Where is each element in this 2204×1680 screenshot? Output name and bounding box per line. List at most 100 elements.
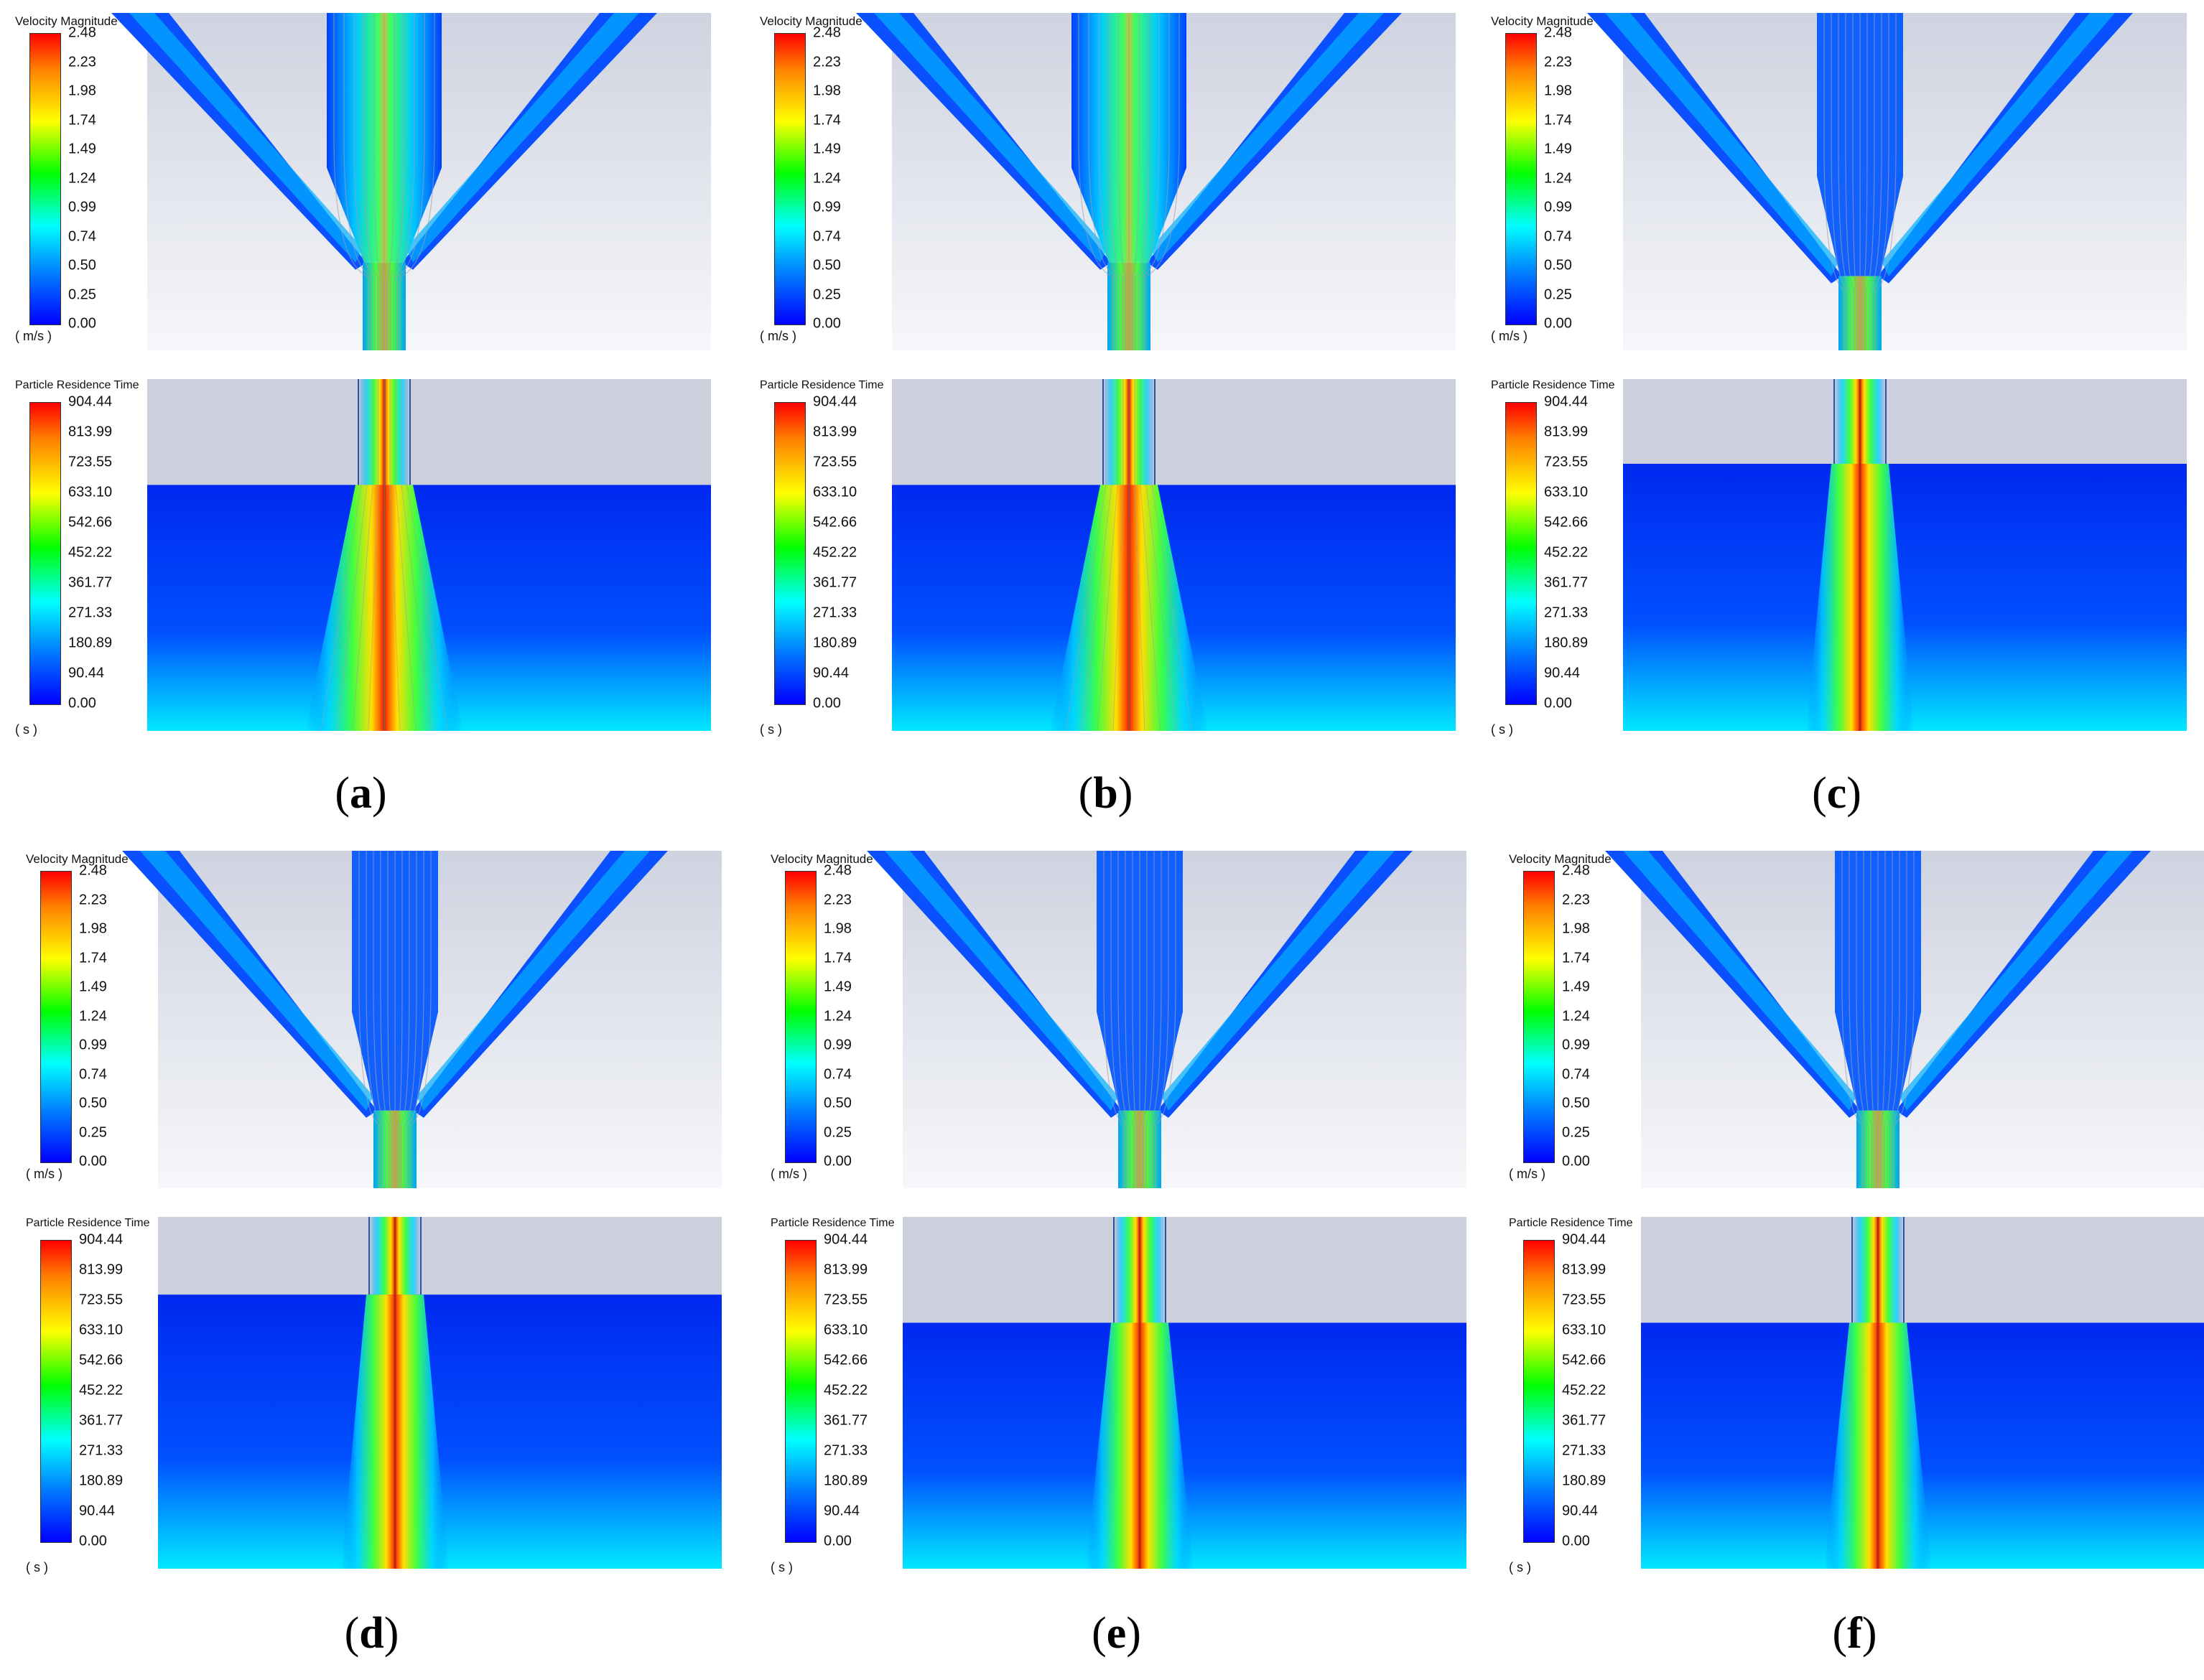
streamline [387,851,393,1188]
velocity-tick-label: 2.23 [824,892,852,907]
residence-tick-label: 904.44 [68,393,113,410]
residence-tick-label: 542.66 [824,1352,868,1368]
residence-tick-label: 180.89 [68,635,113,651]
residence-tick-label: 813.99 [1562,1261,1606,1278]
streamline [366,851,383,1188]
residence-colorbar [1505,402,1537,705]
velocity-tick-label: 0.74 [1544,228,1572,244]
streamline [373,13,382,350]
residence-tick-label: 361.77 [1562,1412,1606,1429]
streamline [1856,851,1869,1188]
streamline [1125,851,1134,1188]
velocity-legend-title: Velocity Magnitude [771,852,873,866]
residence-legend-title: Particle Residence Time [760,379,884,391]
panel-caption-label: c [1826,769,1847,818]
velocity-legend-title: Velocity Magnitude [26,852,129,866]
residence-contour [1641,1217,2204,1569]
residence-tick-label: 723.55 [68,454,113,470]
streamline [352,379,373,731]
velocity-tick-label: 0.50 [79,1095,107,1111]
left-inlet-arm-core [1623,851,1856,1111]
panel-caption: (b) [1078,769,1133,818]
velocity-tick-label: 1.49 [68,141,96,157]
streamline [1145,379,1177,731]
residence-tick-label: 90.44 [824,1503,860,1519]
streamline [1117,851,1131,1188]
panel-caption: (e) [1092,1609,1141,1658]
left-inlet-arm [867,851,1122,1118]
residence-plot: Particle Residence Time 904.44 813.99 723.… [1505,1217,2204,1574]
streamline [1869,13,1882,350]
velocity-plot: Velocity Magnitude 2.48 2.23 1.98 1.74 1.49 1… [755,13,1456,350]
streamline [1852,13,1858,350]
residence-tick-label: 0.00 [1562,1533,1590,1549]
streamline [1134,379,1145,731]
velocity-colorbar [29,33,61,325]
residence-tick-label: 90.44 [79,1503,116,1519]
right-inlet-arm-core [1161,851,1395,1111]
residence-tick-label: 904.44 [79,1231,124,1248]
residence-tick-label: 0.00 [1544,695,1572,711]
residence-tick-label: 90.44 [1544,665,1581,681]
velocity-plot: Velocity Magnitude 2.48 2.23 1.98 1.74 1.49 1… [766,851,1466,1188]
streamline [1862,13,1868,350]
streamline [1110,851,1127,1188]
residence-legend-title: Particle Residence Time [1509,1217,1633,1229]
velocity-tick-label: 0.50 [68,257,96,274]
velocity-unit: ( m/s ) [1491,329,1528,343]
residence-tick-label: 180.89 [79,1473,124,1489]
streamline [353,13,376,350]
right-inlet-arm-core [1150,13,1384,263]
residence-tick-label: 542.66 [813,514,857,531]
streamline [1098,13,1120,350]
velocity-contour [856,13,1456,350]
velocity-tick-label: 1.98 [824,920,852,937]
streamline [1131,13,1140,350]
velocity-tick-label: 0.50 [1562,1095,1590,1111]
residence-tick-label: 180.89 [813,635,857,651]
streamline [401,851,410,1188]
right-inlet-arm [1878,13,2133,284]
right-inlet-arm-core [1900,851,2133,1111]
velocity-domain-background [1623,13,2187,350]
velocity-tick-label: 0.99 [68,199,96,215]
left-inlet-arm-core [140,851,373,1111]
right-inlet-arm-core [406,13,639,263]
streamline [393,13,415,350]
velocity-tick-label: 2.48 [813,24,841,41]
panel-caption-label: d [359,1609,384,1658]
residence-tick-label: 90.44 [813,665,850,681]
streamline [1148,851,1162,1188]
residence-tick-label: 180.89 [824,1473,868,1489]
residence-tick-label: 452.22 [68,544,113,561]
residence-plot: Particle Residence Time 904.44 813.99 723.… [755,379,1456,737]
streamline [1875,13,1897,350]
streamline [1112,379,1124,731]
velocity-tick-label: 0.25 [68,286,96,302]
velocity-tick-label: 1.49 [813,141,841,157]
velocity-plot: Velocity Magnitude 2.48 2.23 1.98 1.74 1.49 1… [22,851,722,1188]
velocity-tick-label: 0.25 [824,1124,852,1140]
residence-tick-label: 452.22 [824,1382,868,1399]
residence-plot: Particle Residence Time 904.44 813.99 723.… [11,379,711,737]
velocity-tick-label: 1.49 [824,979,852,995]
residence-tick-label: 813.99 [68,424,113,440]
residence-plot: Particle Residence Time 904.44 813.99 723.… [1487,379,2187,737]
streamline [1065,379,1107,731]
residence-tick-label: 361.77 [824,1412,868,1429]
velocity-tick-label: 1.74 [1562,950,1590,966]
residence-colorbar [774,402,806,705]
right-inlet-arm-core [1882,13,2115,276]
air-region [147,379,711,485]
panel-caption-label: f [1847,1609,1862,1658]
air-region [158,1217,722,1295]
velocity-colorbar [785,871,817,1163]
velocity-tick-label: 1.98 [79,920,107,937]
left-inlet-arm-core [129,13,363,263]
velocity-tick-label: 1.98 [813,83,841,99]
velocity-tick-label: 0.50 [813,257,841,274]
residence-tick-label: 90.44 [1562,1503,1599,1519]
streamline [1088,13,1117,350]
streamline [1138,13,1160,350]
velocity-tick-label: 1.24 [79,1008,107,1024]
